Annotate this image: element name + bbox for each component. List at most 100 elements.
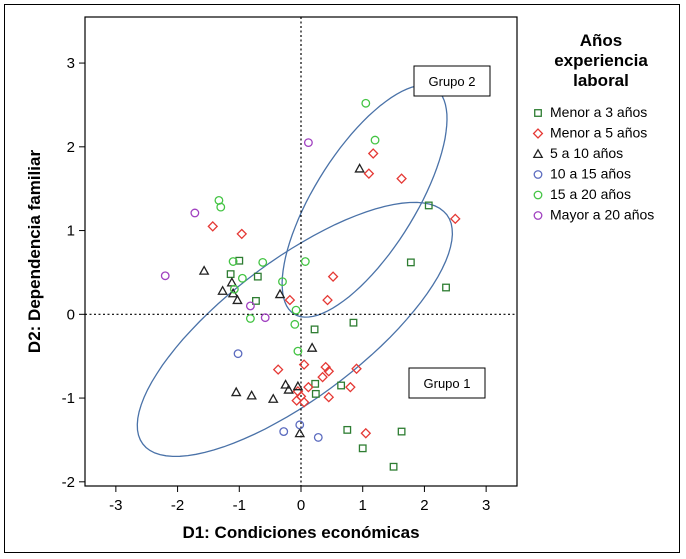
legend-item-label: 5 a 10 años (550, 145, 623, 161)
data-point (322, 294, 333, 306)
data-point (283, 384, 294, 394)
x-axis-title: D1: Condiciones económicas (182, 523, 419, 542)
data-point (229, 284, 239, 294)
y-tick-label: -2 (62, 474, 75, 491)
annotations: Grupo 2 Grupo 1 (408, 65, 491, 399)
data-point (207, 221, 219, 232)
data-point (349, 318, 358, 327)
x-tick-label: 2 (420, 497, 428, 514)
data-point (303, 138, 313, 148)
data-point (327, 271, 339, 282)
data-point (233, 349, 243, 359)
data-point (303, 381, 314, 393)
group1-ellipse (136, 201, 454, 458)
data-point (226, 270, 235, 279)
data-point (370, 135, 380, 145)
legend-marker (533, 211, 543, 220)
data-point (310, 325, 319, 334)
data-point (351, 363, 362, 375)
data-point (320, 361, 332, 373)
y-axis-title: D2: Dependencia familiar (25, 150, 44, 354)
group1-label: Grupo 1 (424, 376, 471, 391)
data-point (306, 342, 318, 352)
data-point (298, 396, 310, 408)
y-tick-label: 3 (67, 55, 75, 72)
data-point (280, 379, 291, 389)
data-point (228, 257, 238, 266)
data-point (290, 319, 300, 329)
legend-item-label: Menor a 3 años (550, 104, 647, 120)
data-point (292, 380, 304, 391)
data-point (291, 395, 303, 406)
group2-label: Grupo 2 (429, 74, 476, 89)
legend-item-label: Mayor a 20 años (550, 207, 654, 223)
data-point (291, 305, 301, 315)
data-point (235, 256, 244, 265)
x-tick-label: -2 (171, 497, 184, 514)
data-point (260, 313, 270, 323)
data-point (323, 365, 335, 377)
data-point (396, 173, 407, 184)
y-tick-label: 2 (67, 139, 75, 156)
data-point (198, 265, 210, 275)
data-point (245, 314, 255, 323)
data-point (274, 288, 286, 299)
data-point (160, 271, 170, 281)
data-point (294, 427, 306, 438)
data-point (232, 294, 243, 305)
legend-marker (534, 109, 542, 117)
series-0 (226, 201, 450, 471)
data-point (323, 391, 335, 403)
data-point (337, 381, 346, 390)
data-point (278, 277, 287, 287)
data-point (343, 425, 352, 434)
data-point (449, 213, 461, 225)
data-point (293, 346, 303, 356)
legend-marker (533, 190, 543, 200)
x-tick-label: 1 (359, 497, 367, 514)
chart-frame (4, 4, 680, 553)
data-point (311, 389, 320, 398)
series-1 (207, 148, 461, 439)
data-point (237, 273, 247, 283)
group1-label-box (408, 367, 486, 399)
data-point (272, 364, 284, 375)
data-point (258, 257, 268, 267)
data-point (311, 379, 320, 388)
data-point (424, 201, 433, 210)
data-point (295, 420, 305, 430)
data-point (406, 258, 415, 267)
data-point (300, 257, 310, 266)
axes: -3 -2 -1 0 1 2 3 -2 -1 0 1 2 3 (62, 55, 491, 514)
data-point (216, 202, 226, 212)
data-point (217, 285, 228, 295)
data-point (389, 462, 398, 471)
data-point (298, 359, 310, 370)
legend-item-label: Menor a 5 años (550, 125, 647, 141)
series-4 (214, 98, 380, 356)
data-point (363, 168, 375, 179)
data-point (397, 427, 406, 436)
data-point (354, 163, 365, 173)
group2-ellipse (281, 84, 448, 318)
legend-marker (532, 128, 544, 139)
legend-title-line: laboral (573, 71, 629, 90)
data-point (358, 444, 367, 453)
y-tick-label: 0 (67, 306, 75, 323)
data-point (317, 371, 328, 383)
group2-label-box (413, 65, 491, 97)
legend-item-label: 15 a 20 años (550, 186, 631, 202)
data-point (190, 208, 200, 218)
data-point (367, 148, 379, 159)
legend-title-line: Años (580, 31, 623, 50)
data-point (267, 393, 279, 403)
x-tick-label: -1 (233, 497, 246, 514)
reference-lines (85, 17, 517, 486)
data-point (279, 427, 289, 436)
y-tick-label: 1 (67, 223, 75, 240)
data-point (236, 228, 248, 240)
series-5 (160, 138, 313, 323)
data-point (313, 432, 323, 442)
